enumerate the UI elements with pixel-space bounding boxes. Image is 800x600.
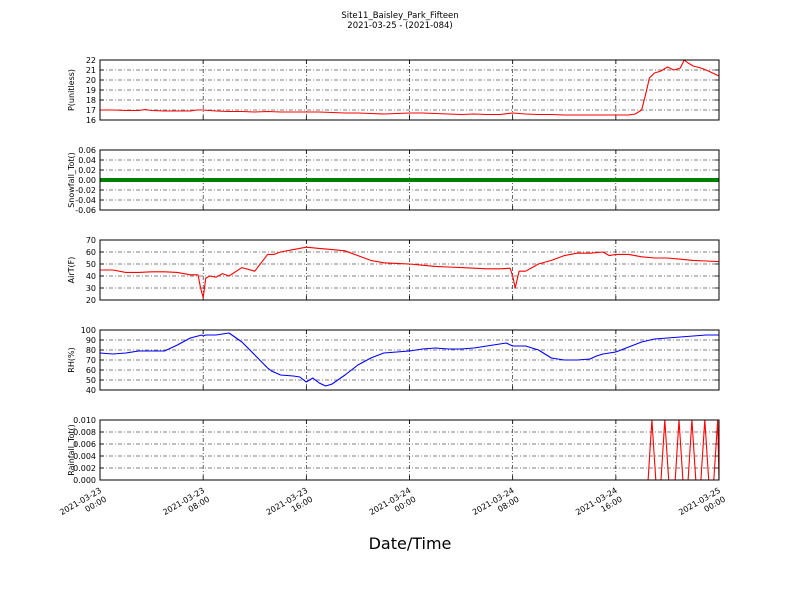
y-tick-label: 16 [86, 116, 96, 125]
y-tick-label: 40 [86, 386, 96, 395]
y-tick-label: 0.010 [73, 416, 96, 425]
panel-4: 0.000 0.002 0.004 0.006 0.008 0.010Rainfall_T… [67, 416, 720, 485]
y-axis-label: RH(%) [67, 347, 76, 372]
y-tick-label: 60 [86, 366, 96, 375]
x-tick-label: 2021-03-2416:00 [574, 486, 624, 526]
y-tick-label: 20 [86, 296, 96, 305]
y-axis-label: Snowfall_Tot() [67, 152, 76, 208]
y-tick-label: -0.02 [75, 186, 96, 195]
y-tick-label: 21 [86, 66, 96, 75]
y-tick-label: 0.04 [78, 156, 96, 165]
y-tick-label: 100 [81, 326, 96, 335]
series-line-2 [100, 246, 720, 299]
y-tick-label: -0.04 [75, 196, 96, 205]
series-line-0 [100, 59, 720, 116]
panel-1: -0.06-0.04-0.020.000.020.040.06Snowfall_… [67, 146, 720, 215]
x-tick-label: 2021-03-2400:00 [368, 486, 418, 526]
y-tick-label: 30 [86, 284, 96, 293]
y-tick-label: 50 [86, 260, 96, 269]
y-tick-label: 70 [86, 356, 96, 365]
x-tick-label: 2021-03-2308:00 [161, 486, 211, 526]
y-tick-label: 0.006 [73, 440, 96, 449]
y-axis-label: P(unitless) [67, 69, 76, 111]
y-tick-label: 90 [86, 336, 96, 345]
panel-frame [99, 149, 720, 211]
chart-title-line2: 2021-03-25 - (2021-084) [347, 21, 453, 31]
y-tick-label: 50 [86, 376, 96, 385]
series-line-3 [99, 332, 719, 387]
y-tick-label: 80 [86, 346, 96, 355]
panel-frame [99, 239, 720, 301]
y-tick-label: 60 [86, 248, 96, 257]
chart-title-line1: Site11_Baisley_Park_Fifteen [341, 11, 459, 21]
y-tick-label: 0.008 [73, 428, 96, 437]
x-tick-label: 2021-03-2500:00 [677, 486, 727, 526]
y-tick-label: 20 [86, 76, 96, 85]
panel-2: 20 30 40 50 60 70 AirT(F) [67, 236, 720, 305]
y-tick-label: -0.06 [75, 206, 96, 215]
y-tick-label: 0.00 [78, 176, 96, 185]
y-tick-label: 0.004 [73, 452, 96, 461]
y-axis-label: Rainfall_Tot() [67, 424, 76, 476]
panel-frame [99, 419, 720, 481]
x-axis-label: Date/Time [368, 534, 452, 553]
y-tick-label: 18 [86, 96, 96, 105]
x-tick-label: 2021-03-2408:00 [471, 486, 521, 526]
y-tick-label: 0.06 [78, 146, 96, 155]
y-tick-label: 40 [86, 272, 96, 281]
y-tick-label: 22 [86, 56, 96, 65]
x-tick-label: 2021-03-2316:00 [265, 486, 315, 526]
panel-frame [99, 59, 720, 121]
y-axis-label: AirT(F) [67, 257, 76, 284]
y-tick-label: 17 [86, 106, 96, 115]
y-tick-label: 0.000 [73, 476, 96, 485]
panel-frame [99, 329, 720, 391]
y-tick-label: 70 [86, 236, 96, 245]
x-tick-label: 2021-03-2300:00 [58, 486, 108, 526]
y-tick-label: 0.02 [78, 166, 96, 175]
y-tick-label: 19 [86, 86, 96, 95]
y-tick-label: 0.002 [73, 464, 96, 473]
